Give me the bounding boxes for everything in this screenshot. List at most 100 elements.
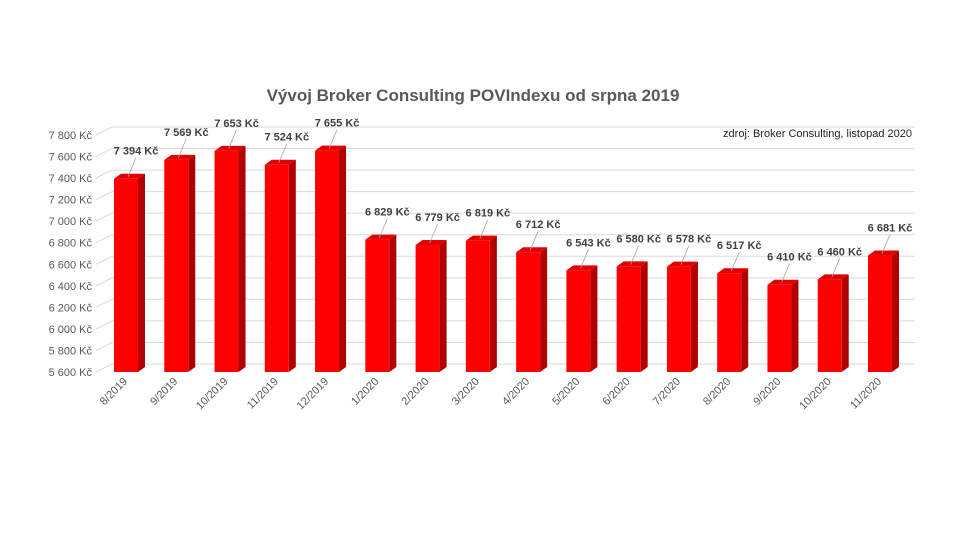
x-tick-label: 9/2020 (751, 376, 783, 408)
leader-line (177, 138, 187, 159)
y-tick-label: 7 200 Kč (49, 195, 93, 207)
bar-side (741, 268, 749, 372)
bar-top (717, 268, 749, 274)
bar-side (439, 239, 447, 372)
bar-side (489, 235, 497, 372)
data-labels: 7 394 Kč 7 569 Kč 7 653 Kč 7 524 Kč 7 655 Kč… (114, 118, 913, 283)
bar (616, 266, 641, 372)
leader-line (479, 219, 489, 239)
bar-side (892, 250, 899, 372)
leader-line (228, 129, 237, 149)
bar (315, 150, 340, 372)
bar-top (315, 145, 347, 151)
x-tick-label: 8/2019 (98, 376, 130, 408)
bar-top (767, 279, 799, 285)
data-label: 6 712 Kč (516, 219, 561, 231)
bar (264, 164, 289, 372)
x-tick-label: 10/2020 (797, 376, 834, 413)
bars (114, 145, 899, 372)
data-label: 6 829 Kč (365, 207, 410, 219)
bar (365, 239, 390, 372)
data-label: 6 410 Kč (767, 252, 812, 264)
bar (465, 240, 490, 372)
bar (666, 266, 691, 372)
bar-side (540, 247, 548, 372)
data-label: 6 578 Kč (667, 234, 712, 246)
bar-top (214, 145, 246, 151)
gridline-floor (95, 342, 113, 351)
y-tick-label: 7 800 Kč (49, 130, 93, 142)
data-label: 6 580 Kč (616, 233, 661, 245)
bar-top (465, 235, 497, 241)
data-label: 6 543 Kč (566, 237, 611, 249)
x-tick-label: 1/2020 (349, 376, 381, 408)
bar-top (164, 154, 196, 160)
gridline-floor (95, 255, 113, 265)
bar (114, 178, 138, 372)
gridline-floor (95, 234, 113, 244)
leader-line (328, 129, 338, 149)
y-tick-label: 6 400 Kč (49, 281, 93, 293)
y-tick-label: 7 400 Kč (49, 173, 93, 185)
x-tick-label: 9/2019 (148, 376, 180, 408)
y-tick-label: 6 000 Kč (49, 324, 93, 336)
bar-side (339, 145, 347, 372)
data-label: 7 569 Kč (164, 127, 209, 139)
x-tick-label: 11/2019 (245, 376, 281, 412)
leader-line (378, 218, 388, 238)
bar-side (389, 234, 397, 372)
leader-line (529, 231, 539, 251)
y-tick-label: 7 600 Kč (49, 152, 93, 164)
data-label: 6 819 Kč (466, 208, 511, 220)
bar-side (690, 261, 698, 372)
x-tick-label: 10/2019 (194, 376, 231, 413)
bar (868, 255, 892, 372)
leader-line (580, 249, 589, 269)
gridline-floor (95, 148, 113, 157)
y-tick-label: 6 800 Kč (49, 238, 93, 250)
x-tick-label: 5/2020 (550, 376, 582, 408)
bar-side (238, 145, 246, 372)
y-axis-ticks: 5 600 Kč 5 800 Kč 6 000 Kč 6 200 Kč 6 400 Kč… (49, 130, 93, 379)
chart-title: Vývoj Broker Consulting POVIndexu od srp… (267, 86, 680, 105)
leader-line (429, 223, 438, 244)
x-tick-label: 3/2020 (450, 376, 482, 408)
x-tick-label: 11/2020 (848, 376, 884, 412)
y-tick-label: 6 600 Kč (49, 259, 93, 271)
leader-line (630, 245, 640, 265)
bar-top (516, 247, 548, 253)
data-label: 6 517 Kč (717, 240, 762, 252)
leader-line (730, 252, 740, 272)
bar-top (566, 265, 598, 271)
x-tick-label: 6/2020 (601, 376, 633, 408)
bar (164, 159, 189, 372)
gridline-floor (95, 363, 113, 373)
x-tick-label: 4/2020 (500, 376, 532, 408)
data-label: 6 681 Kč (868, 223, 913, 235)
data-label: 7 655 Kč (315, 118, 360, 130)
leader-line (127, 157, 137, 177)
data-label: 7 524 Kč (264, 132, 309, 144)
gridline-floor (95, 298, 113, 308)
y-tick-label: 6 200 Kč (49, 302, 93, 314)
bar (817, 279, 842, 372)
data-label: 6 460 Kč (817, 246, 862, 258)
bar (214, 150, 239, 372)
bar-side (138, 173, 145, 372)
bar (767, 284, 792, 372)
x-tick-label: 2/2020 (399, 376, 431, 408)
bar-side (791, 279, 799, 372)
bar-side (288, 159, 296, 372)
gridlines (95, 126, 915, 373)
bar-top (666, 261, 698, 267)
bar-top (114, 173, 145, 179)
data-label: 6 779 Kč (415, 212, 460, 224)
bar-side (841, 274, 849, 372)
gridline-floor (95, 212, 113, 222)
bar-top (616, 261, 648, 267)
bar (415, 244, 440, 372)
data-label: 7 653 Kč (214, 118, 259, 130)
bar-top (415, 239, 447, 245)
bar (516, 252, 541, 372)
